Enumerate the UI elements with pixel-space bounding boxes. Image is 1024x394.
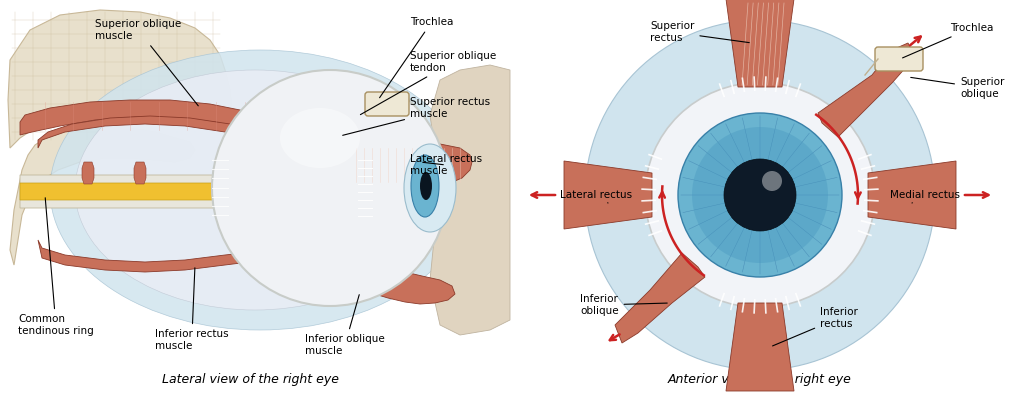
Polygon shape (134, 162, 146, 184)
Polygon shape (20, 183, 244, 200)
Polygon shape (726, 303, 794, 391)
Polygon shape (818, 43, 915, 137)
Circle shape (724, 159, 796, 231)
Text: Inferior rectus
muscle: Inferior rectus muscle (155, 268, 228, 351)
Circle shape (762, 171, 782, 191)
FancyBboxPatch shape (365, 92, 409, 116)
Circle shape (692, 127, 828, 263)
Text: Lateral view of the right eye: Lateral view of the right eye (162, 374, 339, 387)
Ellipse shape (280, 108, 360, 168)
Ellipse shape (420, 172, 432, 200)
Text: Superior oblique
tendon: Superior oblique tendon (360, 51, 497, 115)
Polygon shape (38, 116, 360, 148)
Polygon shape (20, 175, 248, 208)
Text: Superior
oblique: Superior oblique (910, 77, 1005, 99)
Polygon shape (280, 258, 455, 304)
Polygon shape (38, 240, 370, 272)
Text: Lateral rectus
muscle: Lateral rectus muscle (410, 154, 482, 176)
Text: Inferior
rectus: Inferior rectus (772, 307, 858, 346)
Text: Inferior oblique
muscle: Inferior oblique muscle (305, 295, 385, 356)
Ellipse shape (404, 144, 456, 232)
Polygon shape (82, 162, 94, 184)
Polygon shape (430, 65, 510, 335)
Text: Superior oblique
muscle: Superior oblique muscle (95, 19, 199, 106)
Polygon shape (868, 161, 956, 229)
Text: Superior
rectus: Superior rectus (650, 21, 750, 43)
Polygon shape (352, 142, 472, 185)
Polygon shape (564, 161, 652, 229)
Text: Anterior view of the right eye: Anterior view of the right eye (668, 374, 852, 387)
Text: Trochlea: Trochlea (380, 17, 454, 98)
Text: Medial rectus: Medial rectus (890, 190, 961, 203)
Polygon shape (8, 10, 232, 148)
Circle shape (678, 113, 842, 277)
Text: Superior rectus
muscle: Superior rectus muscle (343, 97, 490, 135)
Ellipse shape (411, 155, 439, 217)
Polygon shape (10, 125, 195, 265)
Ellipse shape (75, 70, 435, 310)
Circle shape (212, 70, 449, 306)
Polygon shape (20, 100, 270, 135)
Text: Trochlea: Trochlea (902, 23, 993, 58)
Text: Lateral rectus: Lateral rectus (560, 190, 632, 203)
Ellipse shape (645, 82, 874, 307)
Text: Inferior
oblique: Inferior oblique (580, 294, 668, 316)
Polygon shape (726, 0, 794, 87)
Ellipse shape (50, 50, 470, 330)
Polygon shape (615, 253, 705, 343)
Circle shape (585, 20, 935, 370)
FancyBboxPatch shape (874, 47, 923, 71)
Text: Common
tendinous ring: Common tendinous ring (18, 198, 94, 336)
